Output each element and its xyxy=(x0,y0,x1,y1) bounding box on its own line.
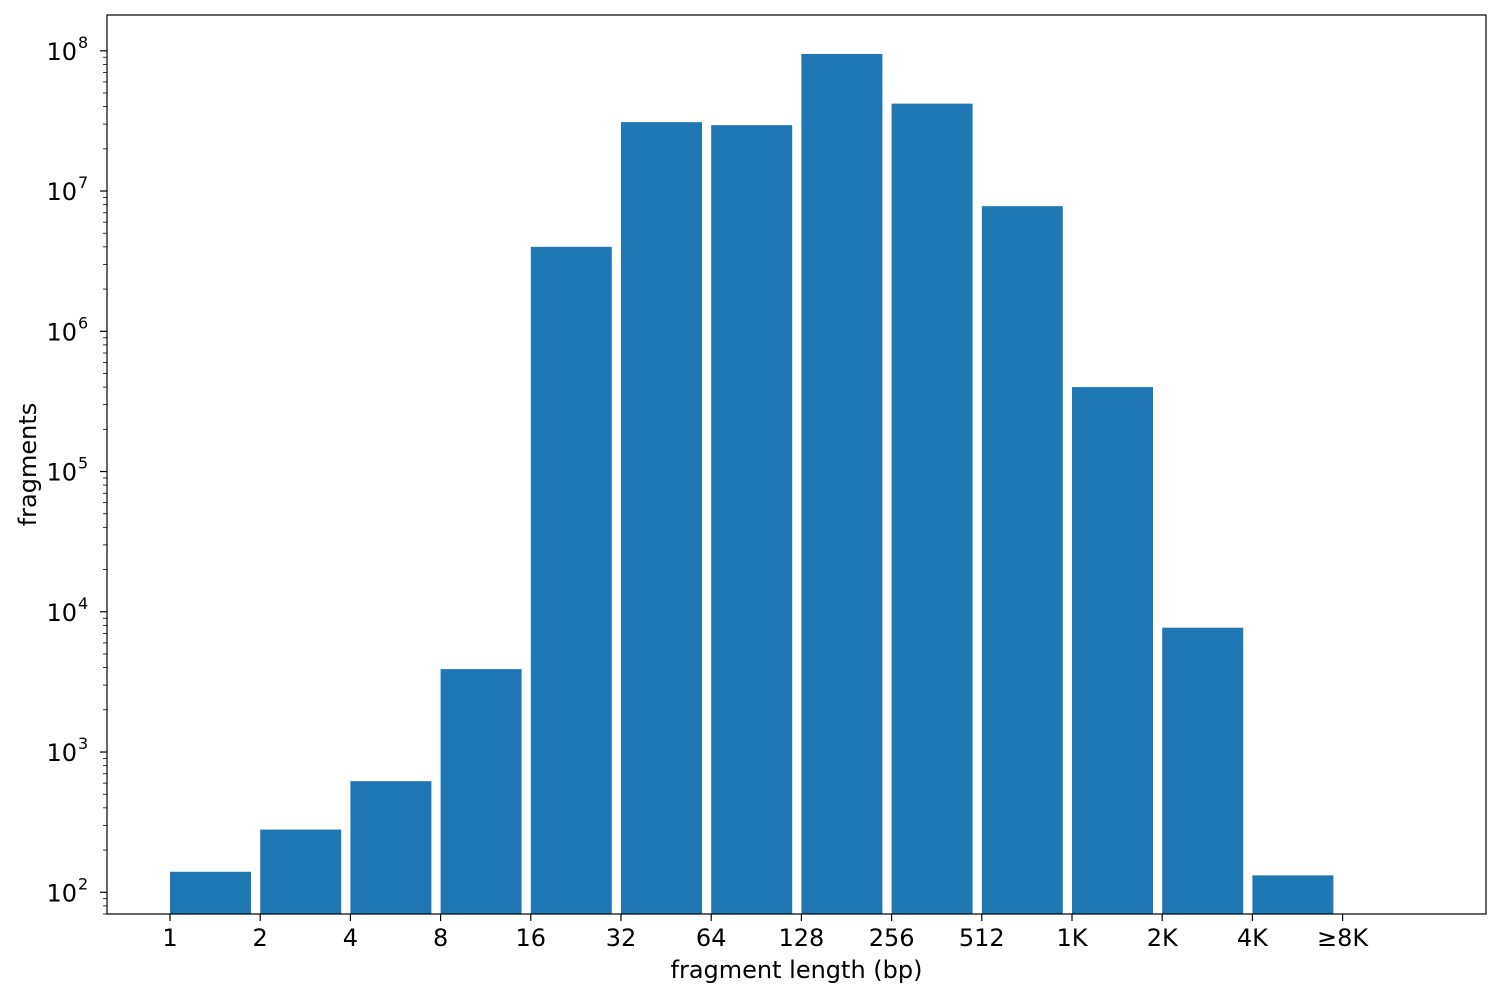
x-tick-label: 64 xyxy=(696,924,727,952)
x-axis: 1 2 4 8 16 32 64 128 256 512 1K 2K 4K ≥8K xyxy=(162,914,1369,952)
y-tick-label: 10 xyxy=(46,879,77,907)
plot-frame xyxy=(106,14,1487,915)
bar-2 xyxy=(350,781,432,914)
y-tick-label: 10 xyxy=(46,599,77,627)
x-tick-label: 16 xyxy=(516,924,547,952)
bar-7 xyxy=(801,53,883,915)
bar-12 xyxy=(1252,875,1334,914)
bar-11 xyxy=(1162,627,1244,914)
x-tick-label: ≥8K xyxy=(1317,924,1369,952)
x-tick-label: 1K xyxy=(1056,924,1088,952)
y-tick-label: 10 xyxy=(46,178,77,206)
x-tick-label: 2 xyxy=(253,924,268,952)
y-tick-label: 10 xyxy=(46,739,77,767)
bar-5 xyxy=(621,122,702,915)
x-tick-label: 128 xyxy=(778,924,824,952)
x-tick-label: 8 xyxy=(433,924,448,952)
x-tick-label: 256 xyxy=(869,924,915,952)
y-tick-exponent: 7 xyxy=(78,173,88,192)
y-tick-exponent: 8 xyxy=(78,33,88,52)
x-tick-label: 2K xyxy=(1147,924,1179,952)
y-tick-label: 10 xyxy=(46,318,77,346)
y-axis-label: fragments xyxy=(14,403,42,527)
bar-1 xyxy=(260,829,342,914)
bars-group xyxy=(170,53,1334,915)
bar-8 xyxy=(891,103,973,914)
x-axis-label: fragment length (bp) xyxy=(671,956,923,984)
x-tick-label: 4K xyxy=(1237,924,1269,952)
x-tick-label: 512 xyxy=(959,924,1005,952)
bar-10 xyxy=(1072,387,1153,914)
y-tick-exponent: 6 xyxy=(78,313,88,332)
bar-0 xyxy=(170,871,251,914)
y-tick-label: 10 xyxy=(46,459,77,487)
x-tick-label: 1 xyxy=(162,924,177,952)
bar-6 xyxy=(711,125,793,914)
bar-3 xyxy=(440,669,522,914)
bar-4 xyxy=(530,246,612,915)
y-tick-label: 10 xyxy=(46,38,77,66)
x-tick-label: 4 xyxy=(343,924,358,952)
y-tick-exponent: 5 xyxy=(78,454,88,473)
x-tick-label: 32 xyxy=(606,924,637,952)
y-tick-exponent: 3 xyxy=(78,734,88,753)
y-tick-exponent: 2 xyxy=(78,874,88,893)
y-tick-exponent: 4 xyxy=(78,594,88,613)
bar-9 xyxy=(981,206,1063,915)
